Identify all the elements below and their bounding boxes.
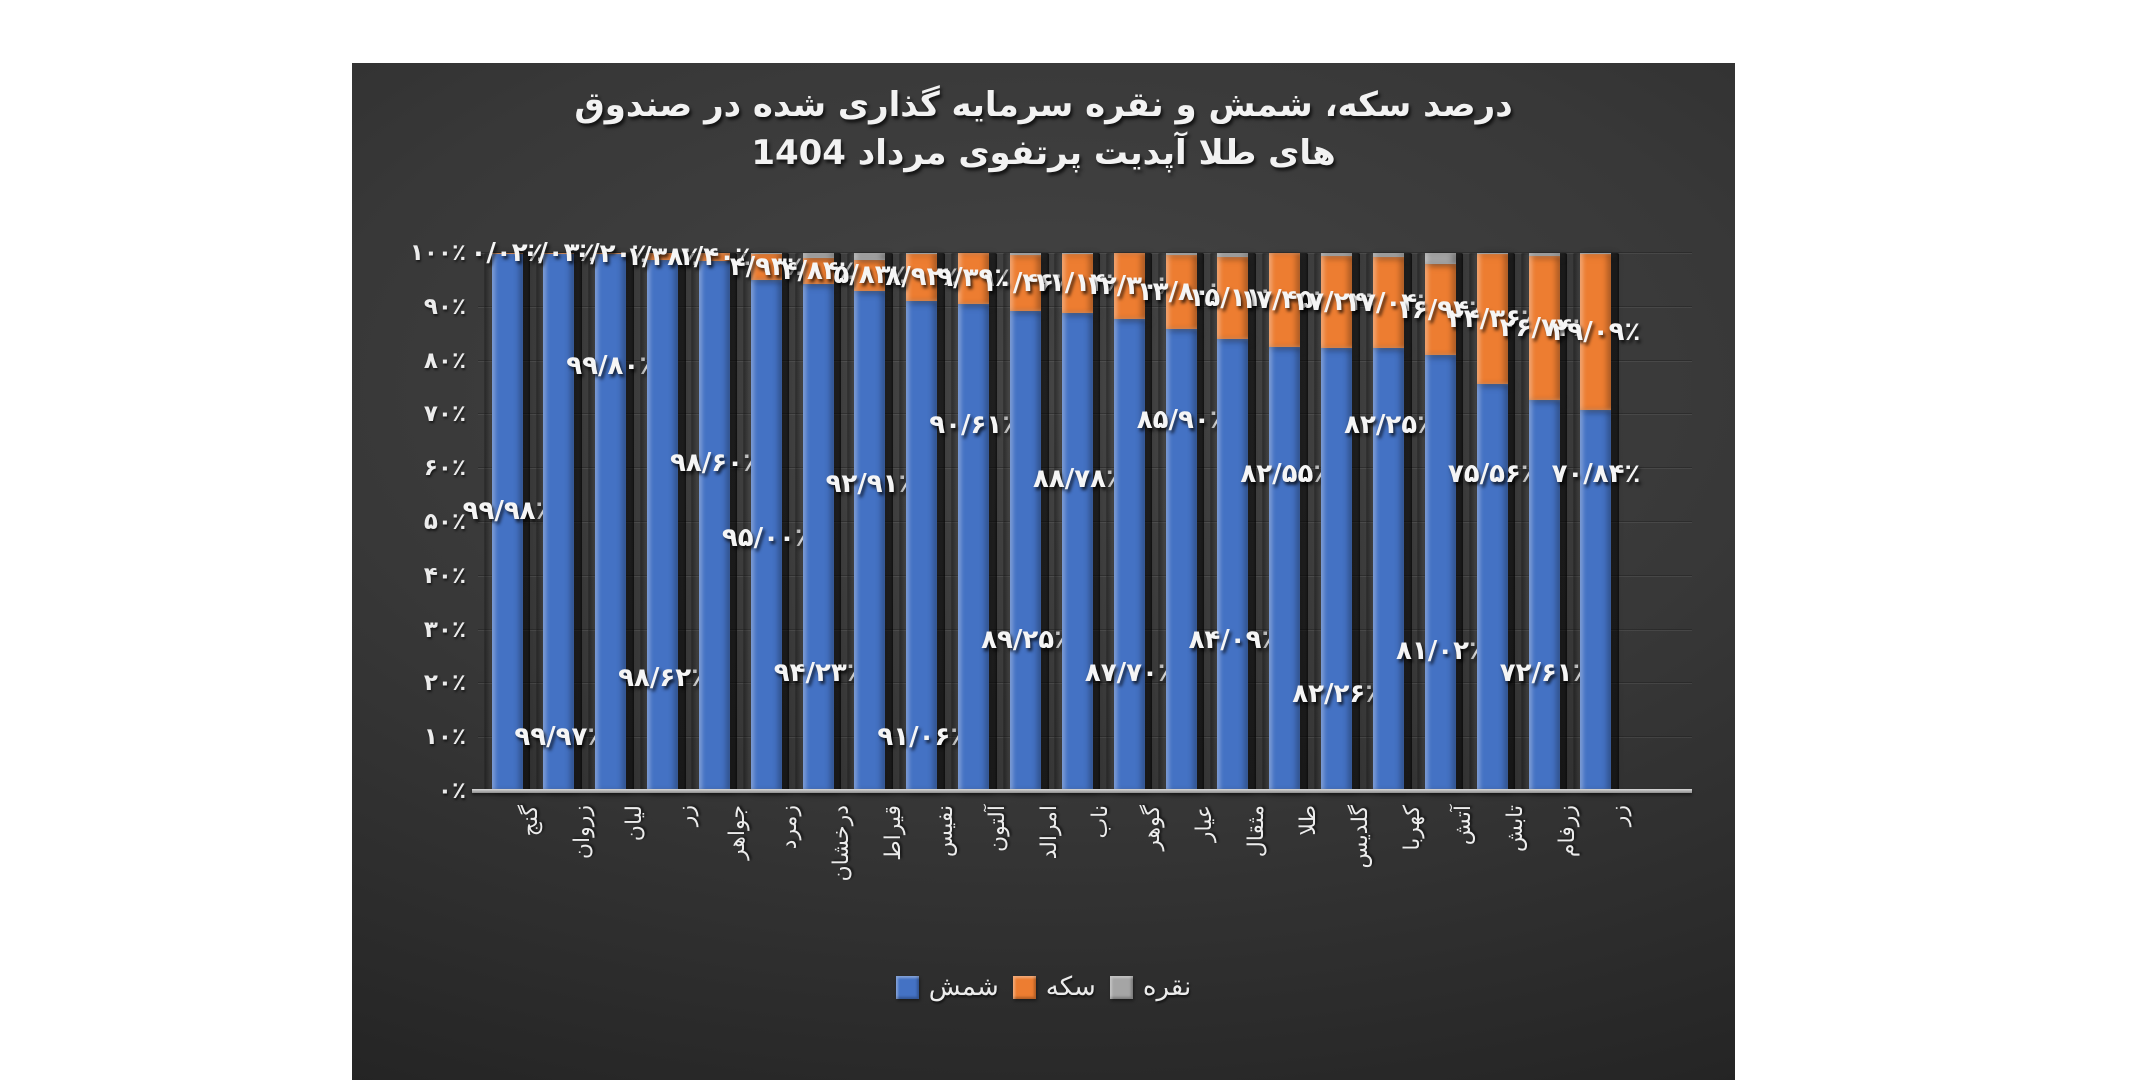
bar-segment-shamsh[interactable] [802, 284, 834, 791]
bar-segment-sekeh[interactable] [647, 253, 679, 261]
chart-title-line1: درصد سکه، شمش و نقره سرمایه گذاری شده در… [574, 85, 1513, 125]
legend-item-shamsh[interactable]: شمش [895, 972, 999, 1002]
bar-segment-shamsh[interactable] [1580, 409, 1612, 791]
bar-segment-shamsh[interactable] [750, 279, 782, 791]
bar-segment-sekeh[interactable] [906, 253, 938, 302]
legend: شمش سکه نقره [352, 972, 1735, 1002]
y-axis-tick-label: ۲۰٪ [423, 670, 466, 697]
bar-segment-noqreh[interactable] [750, 253, 782, 254]
y-axis-tick-label: ۳۰٪ [423, 616, 466, 643]
bar-segment-sekeh[interactable] [1580, 253, 1612, 410]
legend-swatch-shamsh [895, 975, 919, 999]
bar-segment-shamsh[interactable] [491, 253, 523, 791]
bar-segment-sekeh[interactable] [1373, 256, 1405, 349]
bar-segment-noqreh[interactable] [1373, 253, 1405, 257]
plot-area: ۱۰۰٪ ۹۰٪ ۸۰٪ ۷۰٪ ۶۰٪ ۵۰٪ ۴۰٪ ۳۰٪ ۲۰٪ ۱۰٪ ۰٪ ۹۹/۹۸٪ ۰… [352, 63, 1735, 1080]
bar-segment-shamsh[interactable] [1217, 338, 1249, 791]
bar-segment-shamsh[interactable] [1476, 384, 1508, 791]
legend-item-noqreh[interactable]: نقره [1109, 972, 1192, 1002]
y-axis-tick-label: ۵۰٪ [423, 509, 466, 535]
x-axis-line [472, 789, 1692, 793]
bar-segment-sekeh[interactable] [1061, 253, 1093, 314]
bar-segment-shamsh[interactable] [1010, 310, 1042, 791]
bar-segment-sekeh[interactable] [1010, 254, 1042, 311]
bar-segment-shamsh[interactable] [906, 301, 938, 791]
bar-segment-sekeh[interactable] [958, 253, 990, 304]
bar-segment-sekeh[interactable] [854, 259, 886, 292]
bar-segment-shamsh[interactable] [595, 254, 627, 791]
bar-segment-noqreh[interactable] [1217, 253, 1249, 258]
bar-segment-sekeh[interactable] [698, 253, 730, 261]
bar-segment-sekeh[interactable] [595, 253, 627, 255]
bar-segment-shamsh[interactable] [1424, 355, 1456, 791]
bar-segment-noqreh[interactable] [1580, 253, 1612, 254]
bar-segment-sekeh[interactable] [802, 258, 834, 285]
bar-segment-shamsh[interactable] [1113, 319, 1145, 791]
y-axis-tick-label: ۶۰٪ [423, 455, 466, 482]
chart-title-line2: های طلا آپدیت پرتفوی مرداد 1404 [751, 133, 1336, 173]
bar-segment-noqreh[interactable] [1010, 253, 1042, 255]
bar-segment-sekeh[interactable] [1113, 253, 1145, 320]
bar-segment-noqreh[interactable] [854, 253, 886, 260]
bar-segment-shamsh[interactable] [854, 291, 886, 791]
bar-segment-sekeh[interactable] [491, 253, 523, 254]
bar-segment-sekeh[interactable] [750, 253, 782, 280]
legend-item-sekeh[interactable]: سکه [1012, 972, 1096, 1002]
bar-segment-sekeh[interactable] [1269, 253, 1301, 347]
bar-segment-shamsh[interactable] [1321, 348, 1353, 791]
y-axis-tick-label: ۸۰٪ [423, 347, 466, 374]
bar-segment-shamsh[interactable] [1061, 313, 1093, 791]
bar-segment-shamsh[interactable] [543, 253, 575, 791]
bar-segment-sekeh[interactable] [1528, 256, 1560, 401]
bar-segment-noqreh[interactable] [1321, 253, 1353, 256]
legend-swatch-sekeh [1012, 975, 1036, 999]
y-axis-tick-label: ۰٪ [437, 778, 466, 804]
bar-segment-noqreh[interactable] [1476, 253, 1508, 254]
bar-segment-sekeh[interactable] [1165, 254, 1197, 329]
bar-segment-sekeh[interactable] [1321, 255, 1353, 349]
y-axis-tick-label: ۴۰٪ [423, 562, 466, 589]
y-axis-tick-label: ۱۰۰٪ [409, 240, 466, 266]
bar-segment-shamsh[interactable] [698, 260, 730, 791]
bar-segment-noqreh[interactable] [906, 253, 938, 254]
legend-label-sekeh: سکه [1045, 972, 1096, 1002]
legend-label-shamsh: شمش [928, 972, 999, 1002]
bar-segment-sekeh[interactable] [543, 253, 575, 254]
slide: درصد سکه، شمش و نقره سرمایه گذاری شده در… [352, 63, 1735, 1080]
bar-segment-noqreh[interactable] [1528, 253, 1560, 257]
bar-segment-noqreh[interactable] [1424, 253, 1456, 264]
bar-segment-shamsh[interactable] [647, 260, 679, 791]
bar-segment-noqreh[interactable] [1165, 253, 1197, 255]
bar-segment-shamsh[interactable] [1165, 328, 1197, 791]
bar-segment-shamsh[interactable] [958, 303, 990, 791]
bar-segment-sekeh[interactable] [1476, 253, 1508, 385]
bar-segment-sekeh[interactable] [1217, 257, 1249, 339]
y-axis-tick-label: ۹۰٪ [423, 293, 466, 320]
legend-swatch-noqreh [1109, 975, 1133, 999]
bar-segment-shamsh[interactable] [1269, 346, 1301, 791]
bar-segment-noqreh[interactable] [1061, 253, 1093, 254]
y-axis-tick-label: ۱۰٪ [423, 724, 466, 751]
bar-segment-shamsh[interactable] [1373, 348, 1405, 791]
y-axis-tick-label: ۷۰٪ [423, 401, 466, 428]
bar-segment-sekeh[interactable] [1424, 263, 1456, 356]
legend-label-noqreh: نقره [1142, 972, 1192, 1002]
bar-segment-shamsh[interactable] [1528, 400, 1560, 791]
bar-segment-noqreh[interactable] [802, 253, 834, 258]
